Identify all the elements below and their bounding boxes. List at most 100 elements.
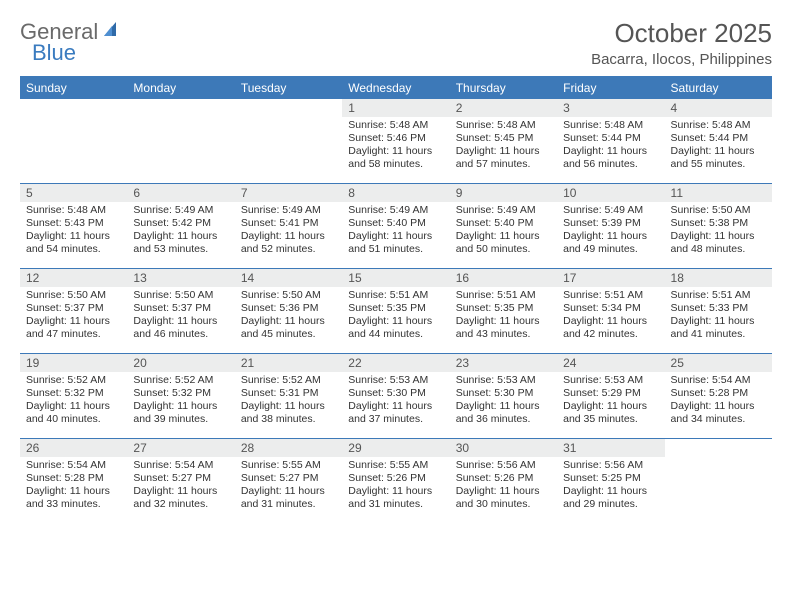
day-number: 25 <box>665 354 772 372</box>
day-number: 16 <box>450 269 557 287</box>
sunset-line: Sunset: 5:42 PM <box>133 217 228 230</box>
weekday-header: Friday <box>557 77 664 99</box>
daylight-line: Daylight: 11 hours and 36 minutes. <box>456 400 551 426</box>
daylight-line: Daylight: 11 hours and 34 minutes. <box>671 400 766 426</box>
calendar-cell <box>20 99 127 184</box>
day-number: 26 <box>20 439 127 457</box>
day-number: 28 <box>235 439 342 457</box>
day-number: 31 <box>557 439 664 457</box>
day-number: 29 <box>342 439 449 457</box>
sunrise-line: Sunrise: 5:50 AM <box>671 204 766 217</box>
sunrise-line: Sunrise: 5:53 AM <box>563 374 658 387</box>
daylight-line: Daylight: 11 hours and 51 minutes. <box>348 230 443 256</box>
location: Bacarra, Ilocos, Philippines <box>591 51 772 68</box>
weekday-header: Saturday <box>665 77 772 99</box>
calendar-cell: 28Sunrise: 5:55 AMSunset: 5:27 PMDayligh… <box>235 439 342 517</box>
sunrise-line: Sunrise: 5:55 AM <box>241 459 336 472</box>
logo-word2-wrap: Blue <box>32 42 76 65</box>
day-details: Sunrise: 5:49 AMSunset: 5:40 PMDaylight:… <box>450 202 557 258</box>
day-details: Sunrise: 5:55 AMSunset: 5:26 PMDaylight:… <box>342 457 449 513</box>
daylight-line: Daylight: 11 hours and 44 minutes. <box>348 315 443 341</box>
sunset-line: Sunset: 5:44 PM <box>671 132 766 145</box>
calendar-cell: 18Sunrise: 5:51 AMSunset: 5:33 PMDayligh… <box>665 269 772 354</box>
day-details: Sunrise: 5:51 AMSunset: 5:35 PMDaylight:… <box>342 287 449 343</box>
day-details: Sunrise: 5:56 AMSunset: 5:25 PMDaylight:… <box>557 457 664 513</box>
daylight-line: Daylight: 11 hours and 33 minutes. <box>26 485 121 511</box>
calendar-cell: 2Sunrise: 5:48 AMSunset: 5:45 PMDaylight… <box>450 99 557 184</box>
sunset-line: Sunset: 5:29 PM <box>563 387 658 400</box>
day-number: 30 <box>450 439 557 457</box>
day-details: Sunrise: 5:53 AMSunset: 5:30 PMDaylight:… <box>450 372 557 428</box>
daylight-line: Daylight: 11 hours and 35 minutes. <box>563 400 658 426</box>
sunset-line: Sunset: 5:35 PM <box>348 302 443 315</box>
calendar-cell: 4Sunrise: 5:48 AMSunset: 5:44 PMDaylight… <box>665 99 772 184</box>
page-title: October 2025 <box>591 18 772 49</box>
day-number: 19 <box>20 354 127 372</box>
day-details: Sunrise: 5:52 AMSunset: 5:32 PMDaylight:… <box>127 372 234 428</box>
daylight-line: Daylight: 11 hours and 42 minutes. <box>563 315 658 341</box>
daylight-line: Daylight: 11 hours and 31 minutes. <box>241 485 336 511</box>
calendar-cell: 22Sunrise: 5:53 AMSunset: 5:30 PMDayligh… <box>342 354 449 439</box>
sunset-line: Sunset: 5:32 PM <box>26 387 121 400</box>
sunset-line: Sunset: 5:37 PM <box>26 302 121 315</box>
weekday-header: Monday <box>127 77 234 99</box>
day-number: 14 <box>235 269 342 287</box>
calendar-cell: 10Sunrise: 5:49 AMSunset: 5:39 PMDayligh… <box>557 184 664 269</box>
sunset-line: Sunset: 5:27 PM <box>133 472 228 485</box>
calendar-cell: 7Sunrise: 5:49 AMSunset: 5:41 PMDaylight… <box>235 184 342 269</box>
calendar-cell: 13Sunrise: 5:50 AMSunset: 5:37 PMDayligh… <box>127 269 234 354</box>
calendar-cell: 20Sunrise: 5:52 AMSunset: 5:32 PMDayligh… <box>127 354 234 439</box>
sunrise-line: Sunrise: 5:56 AM <box>456 459 551 472</box>
daylight-line: Daylight: 11 hours and 50 minutes. <box>456 230 551 256</box>
day-number: 5 <box>20 184 127 202</box>
calendar-week: 12Sunrise: 5:50 AMSunset: 5:37 PMDayligh… <box>20 269 772 354</box>
day-number: 1 <box>342 99 449 117</box>
daylight-line: Daylight: 11 hours and 49 minutes. <box>563 230 658 256</box>
daylight-line: Daylight: 11 hours and 55 minutes. <box>671 145 766 171</box>
calendar-cell: 12Sunrise: 5:50 AMSunset: 5:37 PMDayligh… <box>20 269 127 354</box>
calendar-cell: 24Sunrise: 5:53 AMSunset: 5:29 PMDayligh… <box>557 354 664 439</box>
calendar-cell <box>127 99 234 184</box>
day-number: 17 <box>557 269 664 287</box>
calendar-week: 5Sunrise: 5:48 AMSunset: 5:43 PMDaylight… <box>20 184 772 269</box>
day-number: 7 <box>235 184 342 202</box>
calendar-cell: 15Sunrise: 5:51 AMSunset: 5:35 PMDayligh… <box>342 269 449 354</box>
day-details: Sunrise: 5:51 AMSunset: 5:35 PMDaylight:… <box>450 287 557 343</box>
calendar-week: 26Sunrise: 5:54 AMSunset: 5:28 PMDayligh… <box>20 439 772 517</box>
sunrise-line: Sunrise: 5:50 AM <box>133 289 228 302</box>
day-details: Sunrise: 5:49 AMSunset: 5:39 PMDaylight:… <box>557 202 664 258</box>
day-details: Sunrise: 5:56 AMSunset: 5:26 PMDaylight:… <box>450 457 557 513</box>
day-details: Sunrise: 5:52 AMSunset: 5:31 PMDaylight:… <box>235 372 342 428</box>
sunrise-line: Sunrise: 5:54 AM <box>133 459 228 472</box>
day-details: Sunrise: 5:48 AMSunset: 5:44 PMDaylight:… <box>557 117 664 173</box>
sunset-line: Sunset: 5:34 PM <box>563 302 658 315</box>
day-details: Sunrise: 5:51 AMSunset: 5:33 PMDaylight:… <box>665 287 772 343</box>
daylight-line: Daylight: 11 hours and 48 minutes. <box>671 230 766 256</box>
sunset-line: Sunset: 5:40 PM <box>348 217 443 230</box>
sunset-line: Sunset: 5:26 PM <box>348 472 443 485</box>
calendar-cell: 11Sunrise: 5:50 AMSunset: 5:38 PMDayligh… <box>665 184 772 269</box>
daylight-line: Daylight: 11 hours and 30 minutes. <box>456 485 551 511</box>
daylight-line: Daylight: 11 hours and 38 minutes. <box>241 400 336 426</box>
day-details: Sunrise: 5:50 AMSunset: 5:38 PMDaylight:… <box>665 202 772 258</box>
daylight-line: Daylight: 11 hours and 57 minutes. <box>456 145 551 171</box>
calendar-cell: 14Sunrise: 5:50 AMSunset: 5:36 PMDayligh… <box>235 269 342 354</box>
calendar-cell: 25Sunrise: 5:54 AMSunset: 5:28 PMDayligh… <box>665 354 772 439</box>
calendar-cell: 27Sunrise: 5:54 AMSunset: 5:27 PMDayligh… <box>127 439 234 517</box>
sunrise-line: Sunrise: 5:51 AM <box>671 289 766 302</box>
calendar-week: 1Sunrise: 5:48 AMSunset: 5:46 PMDaylight… <box>20 99 772 184</box>
sunrise-line: Sunrise: 5:48 AM <box>348 119 443 132</box>
sunrise-line: Sunrise: 5:48 AM <box>563 119 658 132</box>
sunrise-line: Sunrise: 5:51 AM <box>348 289 443 302</box>
sunrise-line: Sunrise: 5:56 AM <box>563 459 658 472</box>
calendar-cell: 9Sunrise: 5:49 AMSunset: 5:40 PMDaylight… <box>450 184 557 269</box>
sunrise-line: Sunrise: 5:55 AM <box>348 459 443 472</box>
sunrise-line: Sunrise: 5:50 AM <box>241 289 336 302</box>
calendar-head: SundayMondayTuesdayWednesdayThursdayFrid… <box>20 77 772 99</box>
calendar-cell: 8Sunrise: 5:49 AMSunset: 5:40 PMDaylight… <box>342 184 449 269</box>
day-details: Sunrise: 5:48 AMSunset: 5:46 PMDaylight:… <box>342 117 449 173</box>
daylight-line: Daylight: 11 hours and 32 minutes. <box>133 485 228 511</box>
calendar-cell: 31Sunrise: 5:56 AMSunset: 5:25 PMDayligh… <box>557 439 664 517</box>
day-number: 11 <box>665 184 772 202</box>
day-details: Sunrise: 5:48 AMSunset: 5:45 PMDaylight:… <box>450 117 557 173</box>
